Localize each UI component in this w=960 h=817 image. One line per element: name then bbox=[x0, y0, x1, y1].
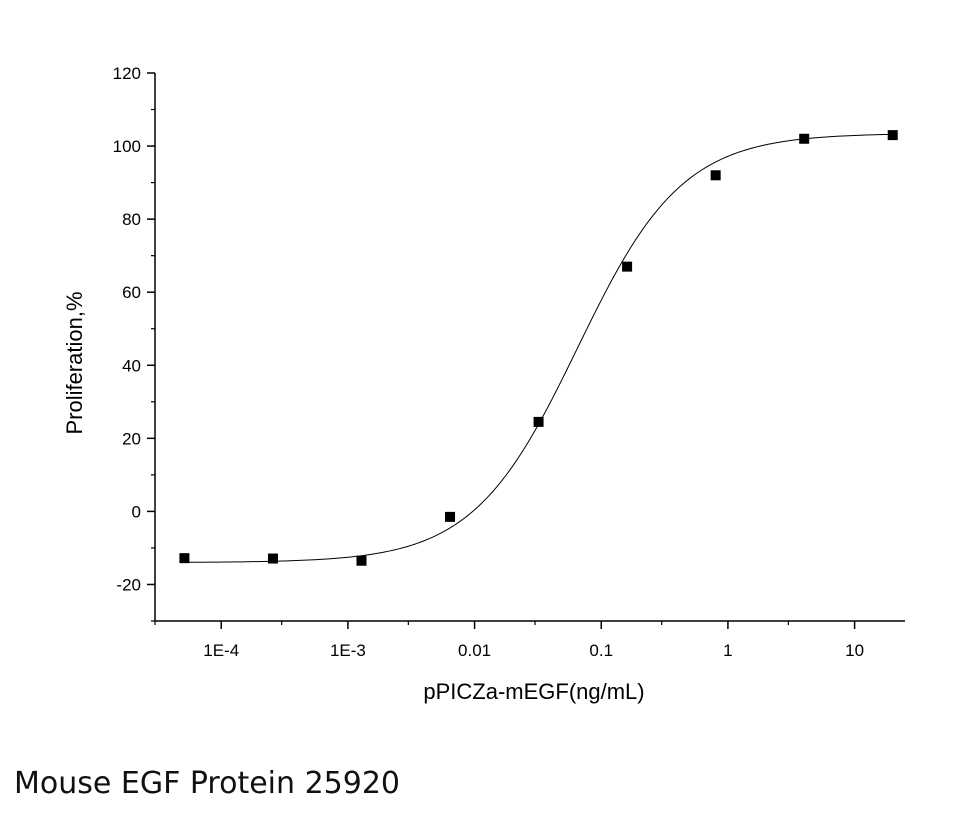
x-tick-label: 1E-3 bbox=[330, 641, 366, 660]
x-tick-label: 1E-4 bbox=[203, 641, 239, 660]
y-tick-label: 100 bbox=[113, 137, 141, 156]
figure-caption: Mouse EGF Protein 25920 bbox=[14, 766, 401, 801]
y-tick-label: 60 bbox=[122, 283, 141, 302]
y-axis-title: Proliferation,% bbox=[62, 291, 87, 434]
data-point-marker bbox=[799, 133, 810, 144]
data-point-marker bbox=[887, 130, 898, 141]
data-point-marker bbox=[533, 416, 544, 427]
x-tick-label: 0.01 bbox=[458, 641, 491, 660]
x-axis-ticks: 1E-4 1E-3 0.01 0.1 1 10 bbox=[154, 621, 864, 660]
x-tick-label: 1 bbox=[723, 641, 732, 660]
fit-curve-layer bbox=[184, 133, 893, 563]
y-tick-label: 0 bbox=[132, 502, 141, 521]
data-point-marker bbox=[356, 555, 367, 566]
data-point-marker bbox=[622, 261, 633, 272]
y-tick-label: 120 bbox=[113, 64, 141, 83]
x-axis-title: pPICZa-mEGF(ng/mL) bbox=[423, 679, 644, 704]
data-points bbox=[179, 130, 898, 566]
x-tick-label: 0.1 bbox=[589, 641, 613, 660]
y-tick-label: 80 bbox=[122, 210, 141, 229]
axes bbox=[154, 73, 905, 622]
data-point-marker bbox=[267, 553, 278, 564]
x-tick-label: 10 bbox=[845, 641, 864, 660]
y-tick-label: -20 bbox=[116, 575, 141, 594]
y-tick-label: 40 bbox=[122, 356, 141, 375]
fit-curve-line bbox=[184, 133, 893, 563]
dose-response-chart: -20 0 20 40 60 80 100 120 1E-4 1E-3 0.01 0.1 1 10 pP… bbox=[62, 64, 905, 704]
data-point-marker bbox=[179, 553, 190, 564]
y-tick-label: 20 bbox=[122, 429, 141, 448]
data-point-marker bbox=[710, 170, 721, 181]
y-axis-ticks: -20 0 20 40 60 80 100 120 bbox=[113, 64, 155, 622]
data-point-marker bbox=[445, 511, 456, 522]
